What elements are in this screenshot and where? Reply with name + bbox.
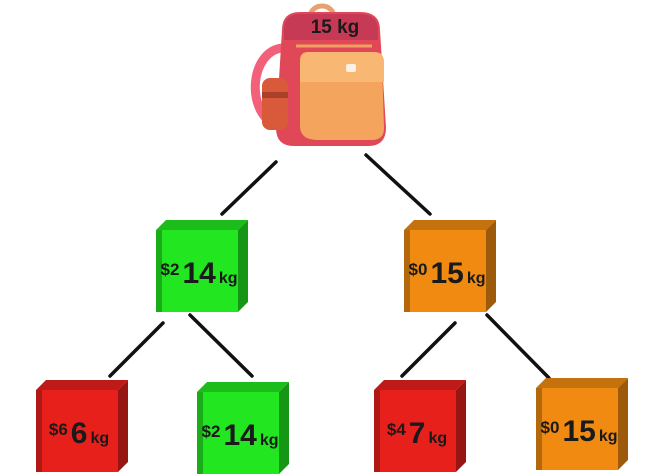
item-box-n3: $6 6 kg <box>36 380 128 472</box>
backpack-side-pocket-band <box>262 92 288 98</box>
item-price: $2 <box>202 422 221 441</box>
item-box-n4: $2 14 kg <box>197 382 289 474</box>
box-side-face <box>238 220 248 312</box>
item-box-label: $4 7 kg <box>387 417 447 450</box>
box-front-face <box>156 230 238 312</box>
box-edge-shade <box>404 230 410 312</box>
edge-left-right <box>188 313 254 378</box>
box-top-face <box>374 380 466 390</box>
item-weight-unit: kg <box>90 430 109 447</box>
box-front-face <box>536 388 618 470</box>
item-weight: 15 <box>562 415 595 448</box>
item-price: $6 <box>49 420 68 439</box>
item-weight: 14 <box>223 419 257 452</box>
item-box-n2: $0 15 kg <box>404 220 496 312</box>
item-weight-unit: kg <box>219 270 238 287</box>
item-weight-unit: kg <box>260 432 279 449</box>
backpack: 15 kg <box>250 3 386 146</box>
item-weight: 15 <box>430 257 463 290</box>
tree-edges <box>108 153 551 380</box>
box-top-face <box>536 378 628 388</box>
box-side-face <box>279 382 289 474</box>
item-box-label: $2 14 kg <box>202 419 279 452</box>
box-side-face <box>486 220 496 312</box>
edge-left-left <box>108 321 165 378</box>
item-price: $0 <box>409 260 428 279</box>
edge-right-right <box>485 313 551 380</box>
item-box-n1: $2 14 kg <box>156 220 248 312</box>
item-weight: 7 <box>409 417 426 450</box>
edge-backpack-right <box>364 153 432 216</box>
item-weight-unit: kg <box>428 430 447 447</box>
box-front-face <box>374 390 456 472</box>
item-box-label: $0 15 kg <box>541 415 618 448</box>
box-edge-shade <box>197 392 203 474</box>
box-top-face <box>404 220 496 230</box>
box-top-face <box>36 380 128 390</box>
box-front-face <box>36 390 118 472</box>
item-price: $0 <box>541 418 560 437</box>
backpack-pocket-flap <box>300 52 384 82</box>
item-weight-unit: kg <box>599 428 618 445</box>
item-price: $2 <box>161 260 180 279</box>
backpack-capacity-label: 15 kg <box>311 17 360 38</box>
item-weight: 14 <box>182 257 216 290</box>
edge-right-left <box>400 321 457 378</box>
box-side-face <box>456 380 466 472</box>
box-top-face <box>156 220 248 230</box>
box-edge-shade <box>156 230 162 312</box>
item-box-label: $2 14 kg <box>161 257 238 290</box>
item-weight: 6 <box>71 417 88 450</box>
item-box-n6: $0 15 kg <box>536 378 628 470</box>
box-front-face <box>197 392 279 474</box>
backpack-side-pocket <box>262 78 288 130</box>
item-box-label: $6 6 kg <box>49 417 109 450</box>
item-box-label: $0 15 kg <box>409 257 486 290</box>
box-edge-shade <box>36 390 42 472</box>
backpack-buckle <box>346 64 356 72</box>
item-weight-unit: kg <box>467 270 486 287</box>
box-front-face <box>404 230 486 312</box>
item-boxes: $2 14 kg $0 15 kg$6 6 kg $2 14 kg$4 7 kg$0 15 kg <box>36 220 628 474</box>
box-side-face <box>618 378 628 470</box>
box-side-face <box>118 380 128 472</box>
box-edge-shade <box>374 390 380 472</box>
edge-backpack-left <box>220 160 278 216</box>
item-box-n5: $4 7 kg <box>374 380 466 472</box>
box-edge-shade <box>536 388 542 470</box>
box-top-face <box>197 382 289 392</box>
backpack-top-band <box>284 14 378 40</box>
item-price: $4 <box>387 420 406 439</box>
